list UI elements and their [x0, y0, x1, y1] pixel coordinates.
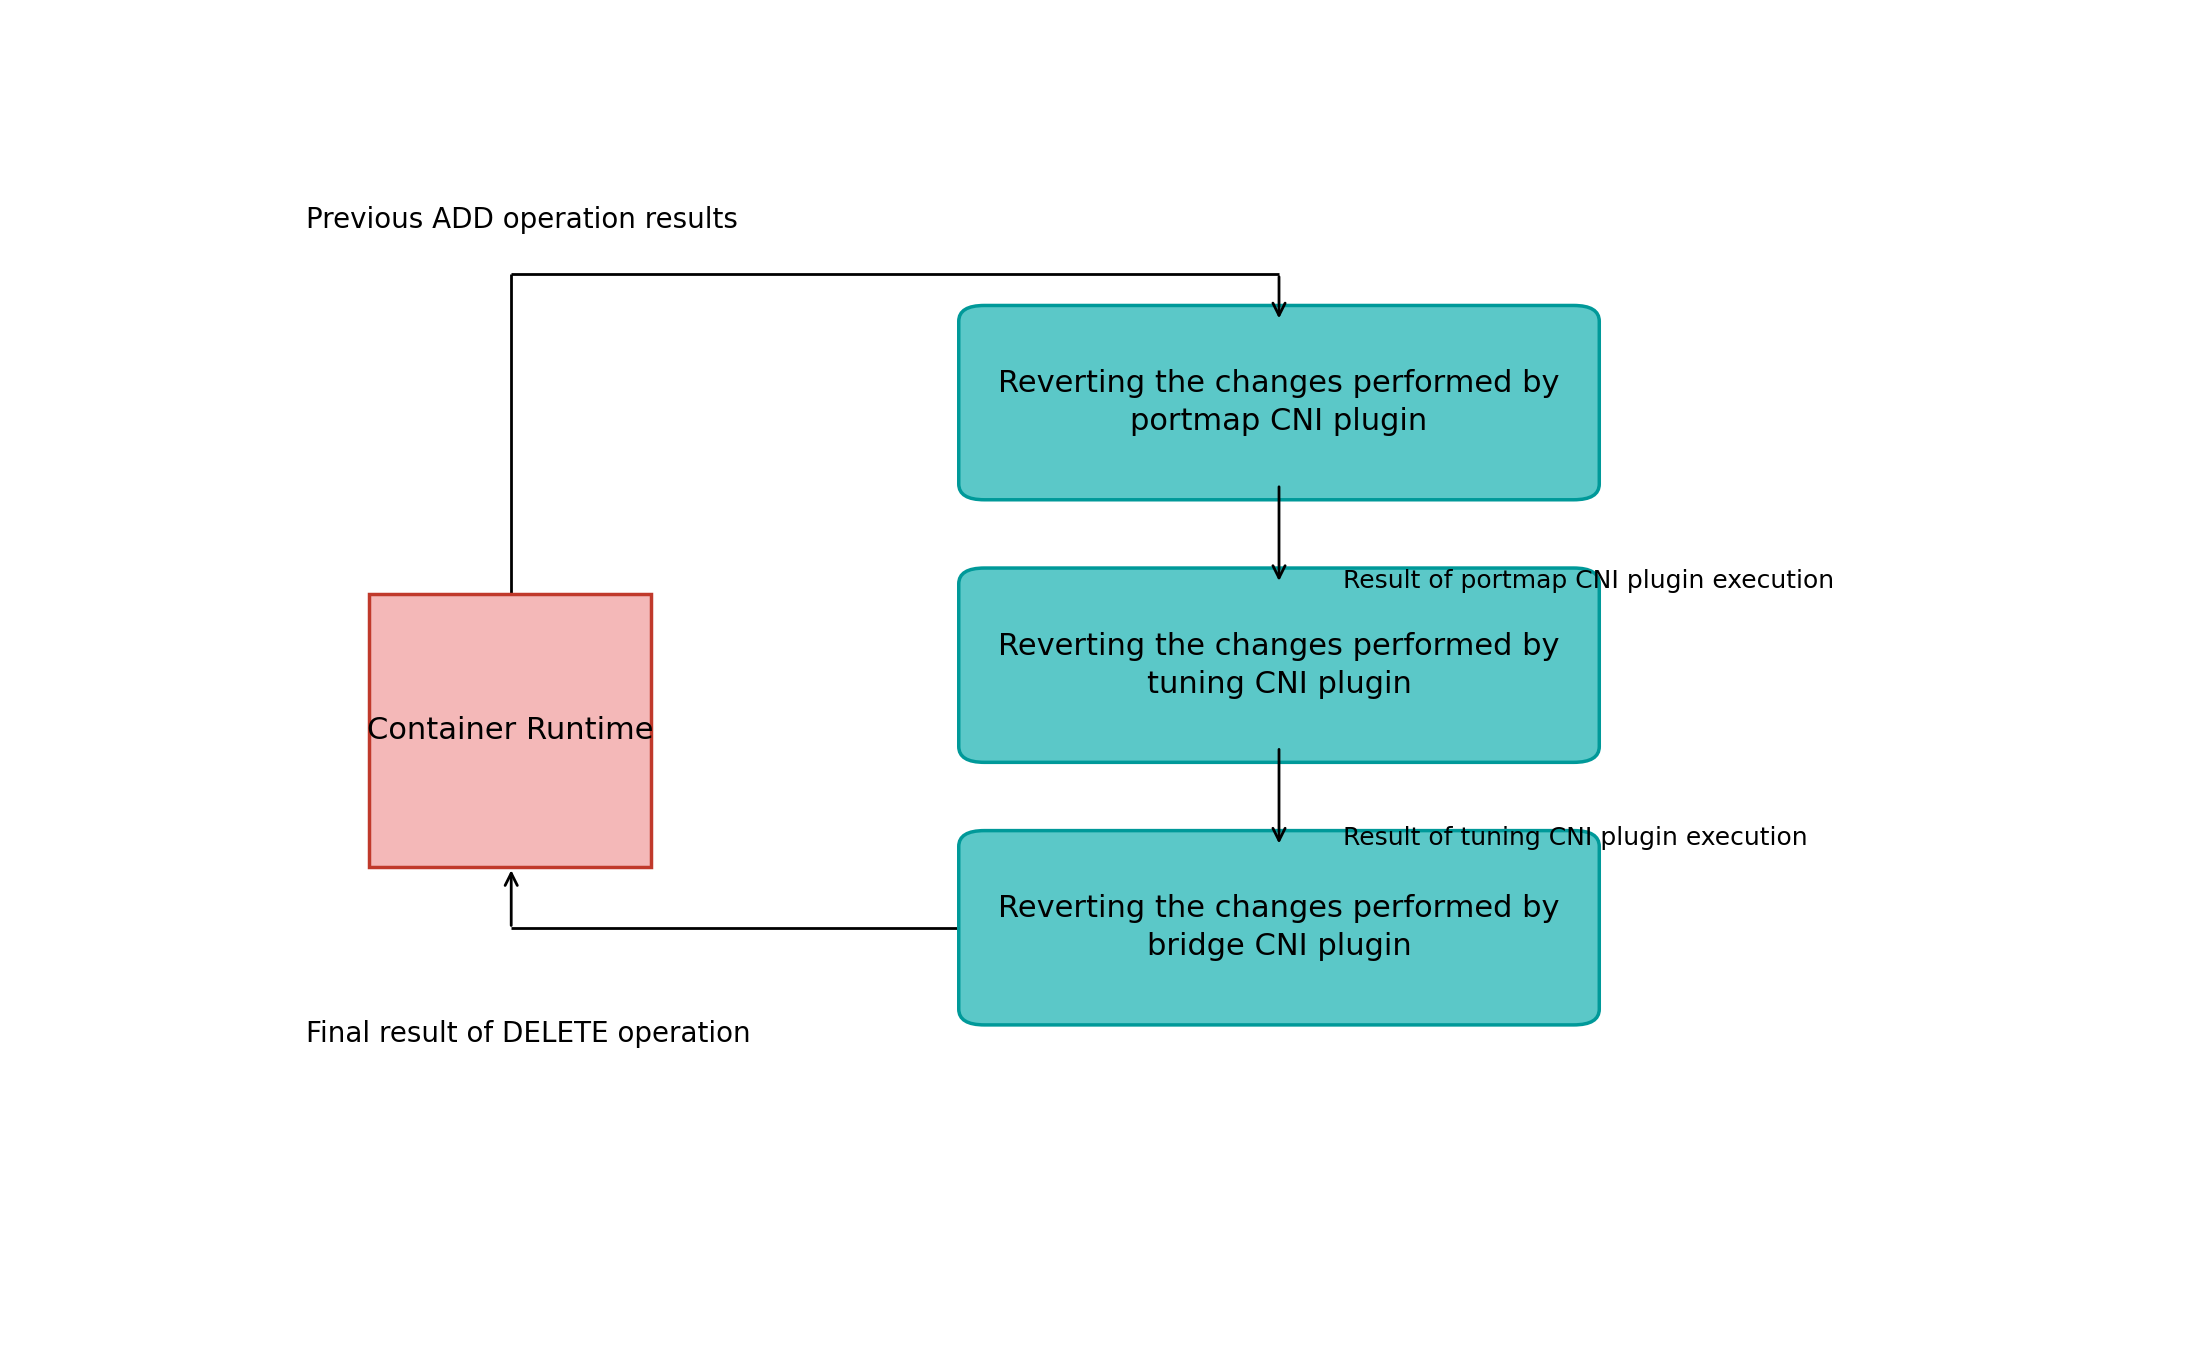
FancyBboxPatch shape — [370, 595, 652, 868]
Text: Reverting the changes performed by
bridge CNI plugin: Reverting the changes performed by bridg… — [998, 895, 1560, 962]
Text: Reverting the changes performed by
tuning CNI plugin: Reverting the changes performed by tunin… — [998, 632, 1560, 698]
Text: Result of tuning CNI plugin execution: Result of tuning CNI plugin execution — [1342, 827, 1807, 850]
FancyBboxPatch shape — [959, 567, 1600, 762]
Text: Result of portmap CNI plugin execution: Result of portmap CNI plugin execution — [1342, 569, 1834, 592]
Text: Final result of DELETE operation: Final result of DELETE operation — [306, 1020, 752, 1048]
Text: Container Runtime: Container Runtime — [368, 716, 655, 745]
FancyBboxPatch shape — [959, 831, 1600, 1024]
Text: Previous ADD operation results: Previous ADD operation results — [306, 206, 738, 233]
FancyBboxPatch shape — [959, 306, 1600, 499]
Text: Reverting the changes performed by
portmap CNI plugin: Reverting the changes performed by portm… — [998, 370, 1560, 436]
